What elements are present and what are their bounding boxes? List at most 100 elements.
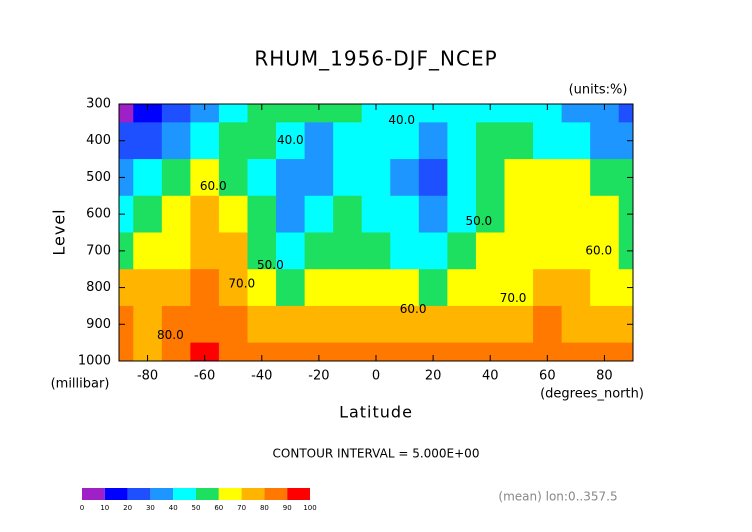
y-tick-label: 700: [86, 243, 111, 258]
contour-cell: [361, 342, 391, 362]
contour-cell: [276, 104, 306, 123]
contour-label: 50.0: [257, 258, 284, 272]
contour-cell: [418, 342, 448, 362]
contour-cell: [304, 269, 334, 307]
contour-cell: [133, 195, 163, 233]
contour-cell: [590, 232, 620, 270]
colorbar-swatch: [150, 488, 174, 500]
contour-cell: [133, 269, 163, 307]
contour-cell: [390, 269, 420, 307]
contour-cell: [333, 159, 363, 197]
contour-cell: [533, 104, 563, 123]
contour-cell: [504, 305, 534, 344]
contour-cell: [590, 305, 620, 344]
contour-cell: [247, 159, 277, 197]
contour-cell: [119, 232, 134, 270]
contour-label: 60.0: [200, 179, 227, 193]
y-units: (millibar): [51, 377, 110, 392]
contour-cell: [276, 342, 306, 362]
contour-cell: [304, 159, 334, 197]
contour-cell: [475, 305, 505, 344]
colorbar-label: 50: [192, 504, 201, 512]
contour-cell: [333, 342, 363, 362]
contour-cell: [390, 122, 420, 160]
contour-cell: [475, 269, 505, 307]
contour-cell: [418, 122, 448, 160]
contour-cell: [447, 269, 477, 307]
contour-cell: [161, 269, 191, 307]
contour-cell: [533, 342, 563, 362]
y-tick-label: 300: [86, 97, 111, 112]
x-tick-label: -40: [251, 369, 272, 384]
contour-cell: [276, 159, 306, 197]
contour-cell: [119, 269, 134, 307]
contour-cell: [590, 104, 620, 123]
contour-cell: [618, 159, 634, 197]
contour-cell: [590, 122, 620, 160]
contour-cell: [504, 269, 534, 307]
contour-cell: [561, 104, 591, 123]
colorbar-swatch: [173, 488, 196, 500]
contour-cell: [533, 305, 563, 344]
contour-cell: [119, 342, 134, 362]
contour-cell: [447, 159, 477, 197]
contour-cell: [190, 104, 220, 123]
contour-label: 50.0: [465, 214, 492, 228]
colorbar-label: 70: [237, 504, 246, 512]
colorbar-swatch: [127, 488, 151, 500]
contour-cell: [504, 104, 534, 123]
y-axis-title: Level: [50, 208, 69, 255]
contour-cell: [361, 195, 391, 233]
contour-cell: [561, 195, 591, 233]
contour-cell: [504, 159, 534, 197]
contour-cell: [133, 104, 163, 123]
contour-cell: [119, 122, 134, 160]
contour-cell: [418, 159, 448, 197]
contour-label: 60.0: [400, 302, 427, 316]
contour-cell: [133, 159, 163, 197]
contour-cell: [161, 159, 191, 197]
contour-cell: [390, 104, 420, 123]
contour-cell: [561, 269, 591, 307]
colorbar-swatch: [196, 488, 219, 500]
contour-cell: [247, 104, 277, 123]
x-tick-label: -20: [308, 369, 329, 384]
contour-cell: [361, 159, 391, 197]
contour-cell: [390, 305, 420, 344]
y-tick-label: 500: [86, 170, 111, 185]
contour-cell: [333, 232, 363, 270]
contour-cell: [418, 269, 448, 307]
contour-cell: [133, 305, 163, 344]
contour-cell: [218, 195, 248, 233]
contour-cell: [133, 122, 163, 160]
contour-cell: [119, 305, 134, 344]
contour-cell: [475, 159, 505, 197]
contour-cell: [447, 305, 477, 344]
contour-cell: [276, 122, 306, 160]
contour-cell: [618, 122, 634, 160]
contour-cell: [218, 104, 248, 123]
contour-cell: [304, 342, 334, 362]
contour-cell: [218, 232, 248, 270]
contour-cell: [247, 342, 277, 362]
contour-cell: [218, 342, 248, 362]
contour-cell: [276, 232, 306, 270]
contour-cell: [247, 269, 277, 307]
contour-cell: [304, 122, 334, 160]
contour-cell: [133, 342, 163, 362]
footer: CONTOUR INTERVAL = 5.000E+00: [273, 447, 480, 461]
contour-cell: [475, 195, 505, 233]
y-tick-label: 1000: [78, 354, 111, 369]
x-units: (degrees_north): [540, 387, 644, 402]
contour-cell: [533, 122, 563, 160]
contour-cell: [218, 305, 248, 344]
note: (mean) lon:0..357.5: [498, 490, 617, 504]
contour-label: 40.0: [388, 113, 415, 127]
colorbar-label: 90: [283, 504, 292, 512]
x-tick-label: 0: [372, 369, 380, 384]
chart-title: RHUM_1956-DJF_NCEP: [254, 47, 497, 71]
colorbar-swatch: [264, 488, 288, 500]
contour-cell: [218, 269, 248, 307]
contour-cell: [590, 342, 620, 362]
contour-cell: [161, 305, 191, 344]
